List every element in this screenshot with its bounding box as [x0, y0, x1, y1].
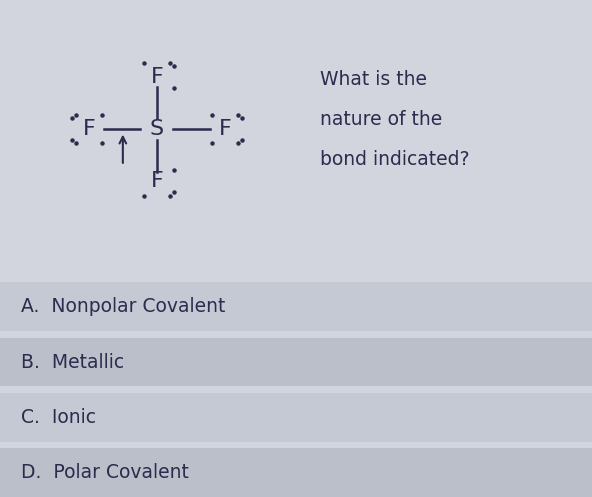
- Bar: [0, 387, 592, 393]
- Text: F: F: [150, 171, 163, 191]
- Text: C.  Ionic: C. Ionic: [21, 408, 96, 427]
- Text: F: F: [218, 119, 231, 139]
- Bar: [0, 338, 592, 387]
- Bar: [0, 276, 592, 282]
- Text: D.  Polar Covalent: D. Polar Covalent: [21, 463, 189, 482]
- Text: What is the: What is the: [320, 70, 427, 89]
- Bar: [0, 448, 592, 497]
- Text: nature of the: nature of the: [320, 110, 442, 129]
- Text: B.  Metallic: B. Metallic: [21, 352, 124, 372]
- Bar: [0, 0, 592, 276]
- Bar: [0, 331, 592, 338]
- Bar: [0, 393, 592, 442]
- Text: F: F: [82, 119, 95, 139]
- Text: F: F: [150, 67, 163, 87]
- Bar: [0, 282, 592, 331]
- Bar: [0, 442, 592, 448]
- Text: S: S: [150, 119, 164, 139]
- Text: bond indicated?: bond indicated?: [320, 150, 469, 168]
- Text: A.  Nonpolar Covalent: A. Nonpolar Covalent: [21, 297, 225, 316]
